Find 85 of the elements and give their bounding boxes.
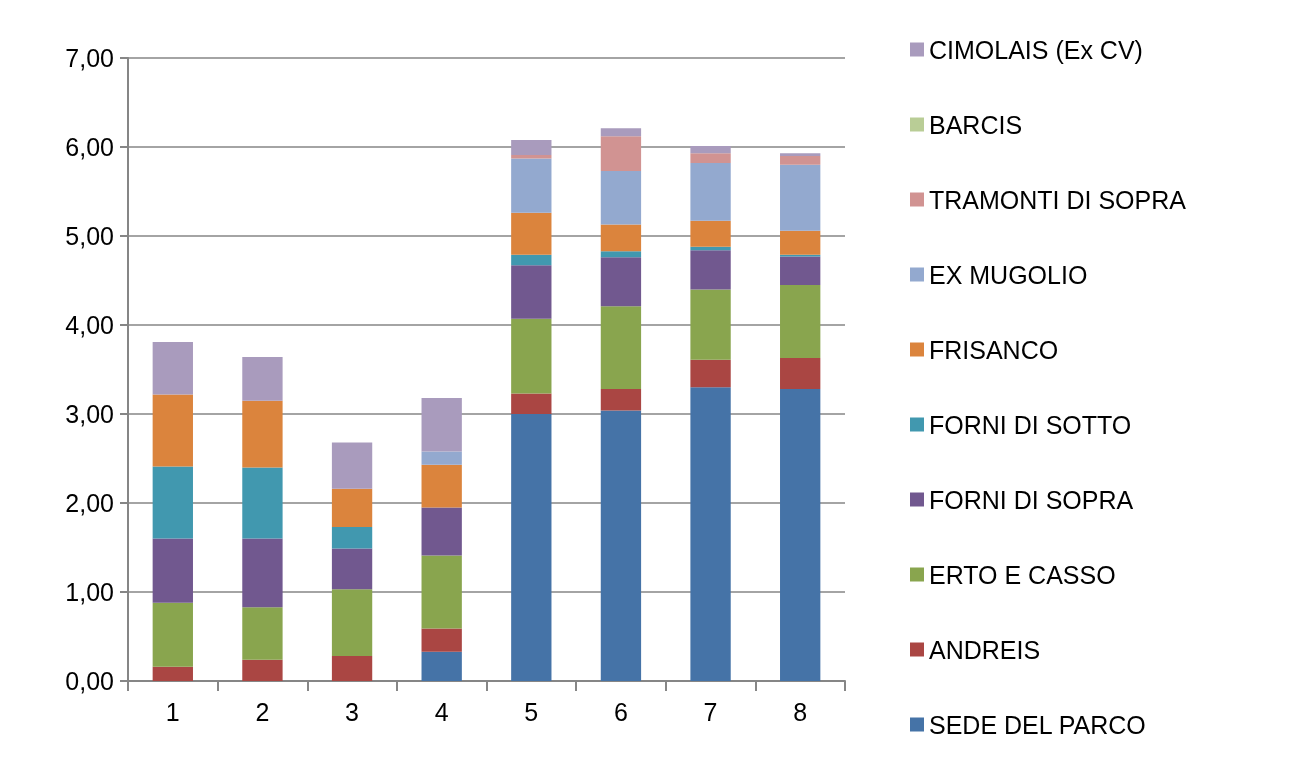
- bar: [600, 224, 642, 252]
- legend-label: TRAMONTI DI SOPRA: [929, 185, 1187, 214]
- bar: [511, 393, 552, 414]
- bar: [511, 265, 552, 319]
- bar: [421, 555, 462, 629]
- bar: [331, 589, 373, 657]
- legend-label: ANDREIS: [929, 635, 1041, 664]
- legend-label: FORNI DI SOTTO: [929, 410, 1132, 439]
- bar: [780, 155, 821, 165]
- bar: [242, 400, 283, 468]
- bar: [242, 467, 283, 539]
- bar: [780, 284, 821, 358]
- bar: [690, 250, 731, 290]
- bar: [331, 488, 373, 528]
- bar: [511, 414, 552, 681]
- bar: [780, 164, 821, 231]
- bar: [331, 442, 373, 489]
- bar: [600, 306, 642, 390]
- x-tick-label: 5: [524, 697, 539, 726]
- y-tick-label: 1,00: [65, 578, 114, 606]
- bar: [690, 146, 731, 154]
- bar: [690, 359, 731, 388]
- y-tick-label: 0,00: [65, 667, 114, 695]
- bar: [780, 230, 821, 255]
- bar: [511, 212, 552, 255]
- bar: [600, 136, 642, 172]
- bar: [511, 318, 552, 394]
- legend-label: FORNI DI SOPRA: [929, 485, 1134, 514]
- y-tick-label: 7,00: [65, 44, 114, 72]
- bar: [421, 507, 462, 556]
- x-tick-label: 2: [255, 697, 270, 726]
- x-tick-label: 8: [793, 697, 808, 726]
- bar: [690, 289, 731, 360]
- bar: [780, 357, 821, 390]
- bar: [780, 256, 821, 285]
- legend-label: ERTO E CASSO: [929, 560, 1116, 589]
- bar: [600, 171, 642, 225]
- bar: [600, 410, 642, 681]
- x-tick-label: 4: [434, 697, 449, 726]
- legend-label: EX MUGOLIO: [929, 260, 1088, 289]
- bar: [421, 464, 462, 508]
- bar: [511, 254, 552, 266]
- bar: [152, 466, 193, 539]
- bar: [600, 251, 642, 258]
- legend-label: FRISANCO: [929, 335, 1059, 364]
- bar: [600, 128, 642, 137]
- x-tick-label: 7: [703, 697, 718, 726]
- y-tick-label: 6,00: [65, 133, 114, 161]
- bar: [600, 257, 642, 307]
- bar: [421, 397, 462, 452]
- bar: [242, 357, 283, 401]
- bar: [421, 628, 462, 652]
- y-tick-label: 2,00: [65, 489, 114, 517]
- y-tick-label: 3,00: [65, 400, 114, 428]
- bar: [331, 527, 373, 549]
- bar: [242, 538, 283, 608]
- bar: [511, 155, 552, 159]
- x-tick-label: 3: [345, 697, 360, 726]
- bar: [152, 394, 193, 467]
- bar: [780, 153, 821, 156]
- bar: [421, 451, 462, 465]
- bar: [421, 651, 462, 681]
- bar: [600, 389, 642, 411]
- legend-label: BARCIS: [929, 110, 1023, 139]
- bar: [242, 607, 283, 660]
- bar: [152, 602, 193, 667]
- bar: [331, 656, 373, 681]
- bar: [690, 220, 731, 247]
- bar: [690, 387, 731, 681]
- bar: [780, 389, 821, 681]
- x-tick-label: 1: [165, 697, 180, 726]
- bar: [152, 538, 193, 603]
- bar: [690, 163, 731, 221]
- bar: [331, 548, 373, 590]
- y-tick-label: 5,00: [65, 222, 114, 250]
- bar: [511, 158, 552, 213]
- legend-label: SEDE DEL PARCO: [929, 710, 1146, 739]
- bar: [152, 666, 193, 681]
- y-tick-label: 4,00: [65, 311, 114, 339]
- bar: [511, 139, 552, 156]
- legend-label: CIMOLAIS (Ex CV): [929, 35, 1143, 64]
- x-tick-label: 6: [613, 697, 628, 726]
- bar: [152, 341, 193, 395]
- bar: [690, 153, 731, 164]
- bar: [242, 659, 283, 681]
